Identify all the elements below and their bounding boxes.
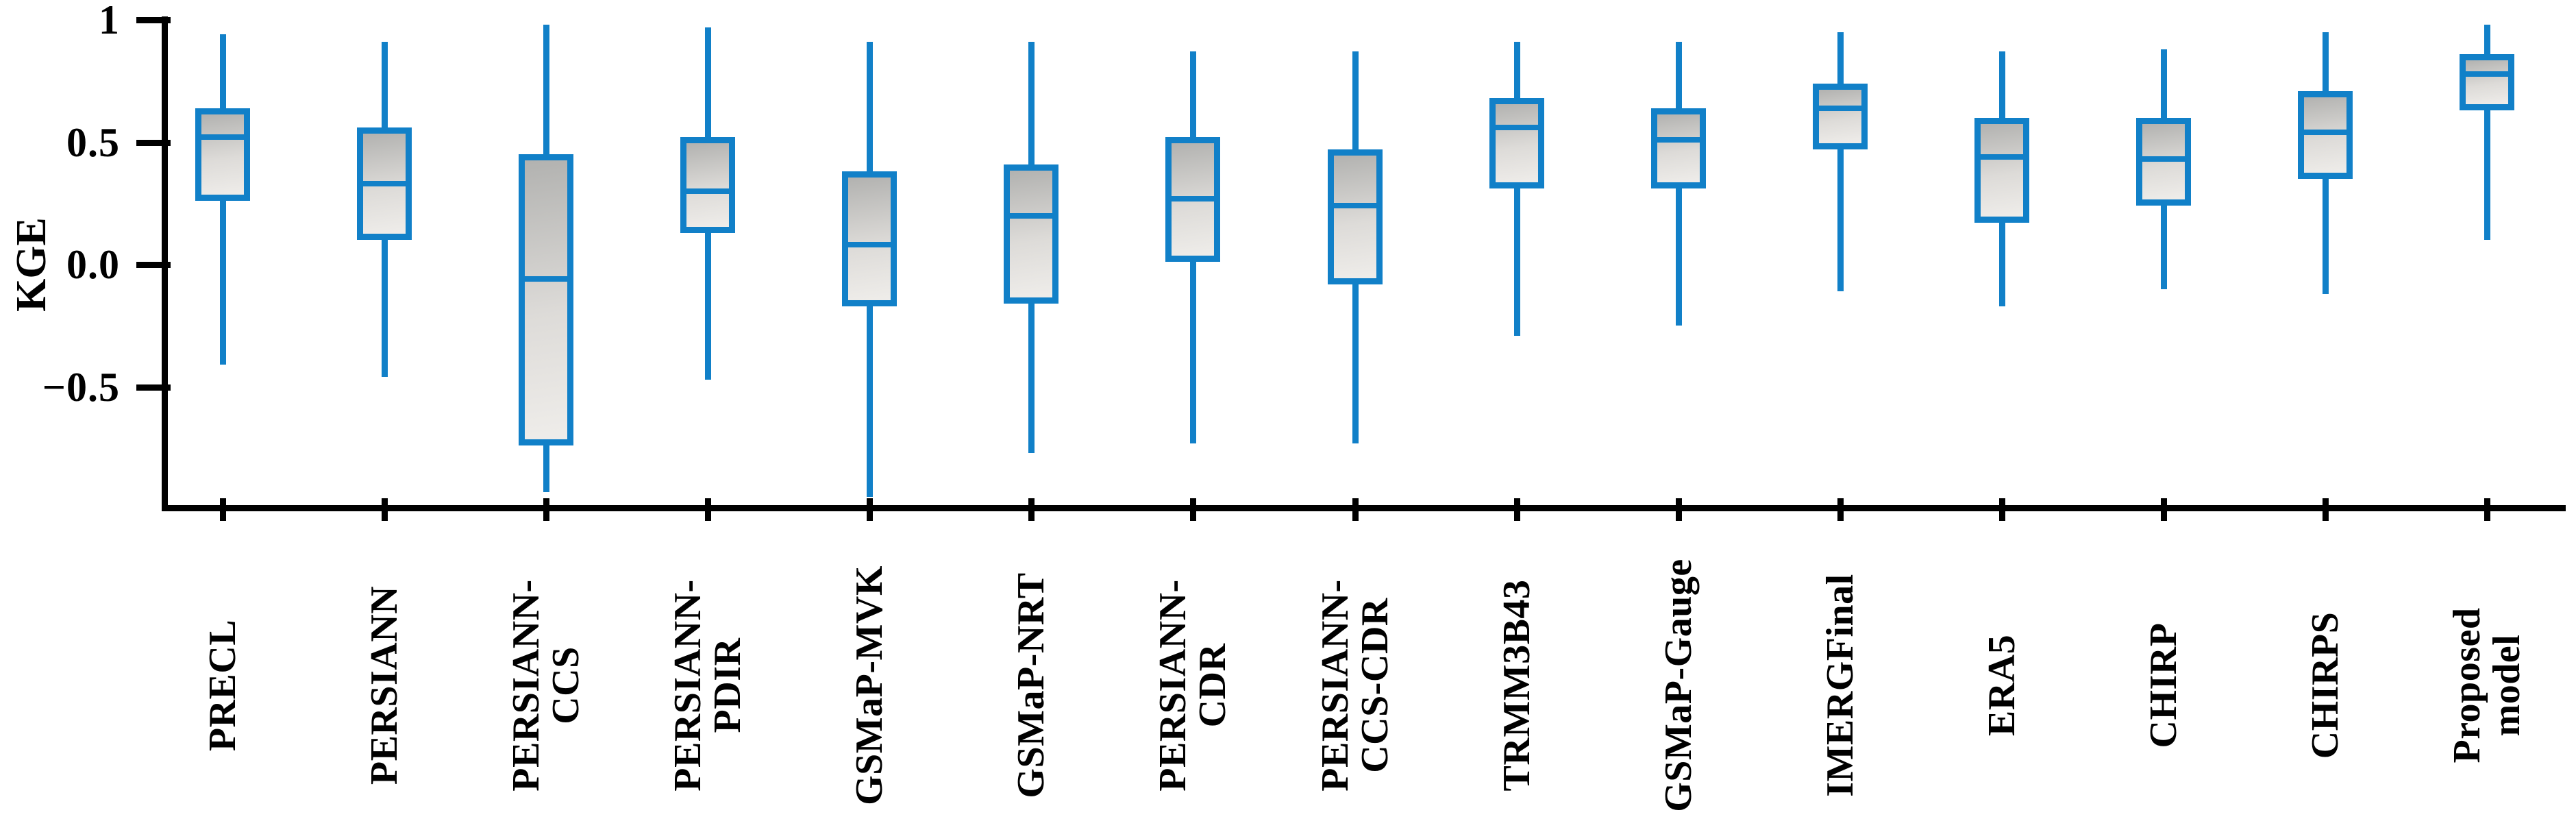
median-ERA5 bbox=[1981, 154, 2023, 160]
box-PERSIANN-PDIR bbox=[680, 137, 735, 233]
category-label-ERA5: ERA5 bbox=[1980, 634, 2023, 737]
whisker-Proposed model bbox=[2484, 25, 2490, 240]
median-PERSIANN bbox=[363, 181, 406, 186]
median-PERSIANN-CCS-CDR bbox=[1334, 203, 1376, 208]
box-CHIRP bbox=[2136, 118, 2191, 206]
category-label-PERSIANN-CCS-CDR: PERSIANN- CCS-CDR bbox=[1313, 579, 1396, 792]
median-PERSIANN-PDIR bbox=[686, 188, 729, 194]
median-GSMaP-NRT bbox=[1010, 213, 1052, 219]
category-label-TRMM3B43: TRMM3B43 bbox=[1495, 579, 1538, 792]
x-tick-TRMM3B43 bbox=[1514, 498, 1520, 521]
box-PERSIANN-CCS bbox=[519, 154, 573, 445]
median-TRMM3B43 bbox=[1496, 125, 1538, 130]
category-label-PERSIANN: PERSIANN bbox=[362, 585, 406, 785]
x-tick-Proposed model bbox=[2484, 498, 2490, 521]
x-tick-ERA5 bbox=[1999, 498, 2005, 521]
box-TRMM3B43 bbox=[1489, 98, 1544, 188]
x-tick-PRECL bbox=[220, 498, 226, 521]
y-tick-label-1: 0.5 bbox=[66, 120, 120, 165]
box-CHIRPS bbox=[2298, 91, 2353, 179]
category-label-GSMaP-NRT: GSMaP-NRT bbox=[1009, 572, 1052, 798]
y-tick-1 bbox=[136, 140, 171, 146]
y-tick-0 bbox=[136, 17, 171, 23]
x-tick-CHIRPS bbox=[2323, 498, 2329, 521]
x-tick-GSMaP-MVK bbox=[867, 498, 873, 521]
median-IMERGFinal bbox=[1819, 106, 1861, 111]
box-GSMaP-Gauge bbox=[1651, 108, 1706, 188]
category-label-CHIRPS: CHIRPS bbox=[2303, 611, 2346, 759]
box-IMERGFinal bbox=[1813, 84, 1868, 149]
median-GSMaP-Gauge bbox=[1657, 137, 1700, 143]
x-tick-PERSIANN-CDR bbox=[1190, 498, 1196, 521]
category-label-IMERGFinal: IMERGFinal bbox=[1818, 574, 1861, 797]
y-tick-label-0: 1 bbox=[99, 0, 120, 42]
whisker-IMERGFinal bbox=[1837, 32, 1844, 291]
x-tick-PERSIANN-CCS bbox=[543, 498, 549, 521]
category-label-GSMaP-Gauge: GSMaP-Gauge bbox=[1657, 559, 1700, 812]
x-tick-GSMaP-Gauge bbox=[1676, 498, 1682, 521]
median-GSMaP-MVK bbox=[848, 242, 891, 247]
x-tick-CHIRP bbox=[2161, 498, 2167, 521]
x-tick-IMERGFinal bbox=[1837, 498, 1844, 521]
category-label-Proposed model: Proposed model bbox=[2445, 607, 2528, 763]
box-ERA5 bbox=[1974, 118, 2029, 223]
median-CHIRPS bbox=[2304, 130, 2346, 135]
median-Proposed model bbox=[2466, 71, 2508, 77]
box-PERSIANN-CCS-CDR bbox=[1328, 149, 1383, 284]
box-GSMaP-NRT bbox=[1004, 164, 1058, 304]
category-label-PRECL: PRECL bbox=[201, 619, 244, 752]
y-tick-3 bbox=[136, 384, 171, 391]
x-tick-PERSIANN bbox=[382, 498, 388, 521]
y-tick-label-2: 0.0 bbox=[66, 242, 120, 287]
median-CHIRP bbox=[2142, 156, 2185, 162]
median-PRECL bbox=[201, 134, 244, 140]
median-PERSIANN-CDR bbox=[1172, 196, 1214, 201]
category-label-CHIRP: CHIRP bbox=[2142, 622, 2185, 748]
box-GSMaP-MVK bbox=[842, 171, 897, 306]
category-label-PERSIANN-PDIR: PERSIANN- PDIR bbox=[666, 579, 749, 792]
x-tick-PERSIANN-CCS-CDR bbox=[1352, 498, 1359, 521]
box-PRECL bbox=[195, 108, 250, 201]
median-PERSIANN-CCS bbox=[525, 276, 567, 282]
category-label-PERSIANN-CDR: PERSIANN- CDR bbox=[1151, 579, 1234, 792]
box-Proposed model bbox=[2460, 54, 2514, 110]
x-axis-line bbox=[162, 505, 2566, 511]
x-tick-GSMaP-NRT bbox=[1028, 498, 1035, 521]
category-label-GSMaP-MVK: GSMaP-MVK bbox=[847, 565, 891, 805]
category-label-PERSIANN-CCS: PERSIANN- CCS bbox=[504, 579, 587, 792]
y-tick-2 bbox=[136, 262, 171, 268]
whisker-TRMM3B43 bbox=[1514, 42, 1520, 336]
x-tick-PERSIANN-PDIR bbox=[705, 498, 711, 521]
y-tick-label-3: −0.5 bbox=[42, 365, 120, 410]
